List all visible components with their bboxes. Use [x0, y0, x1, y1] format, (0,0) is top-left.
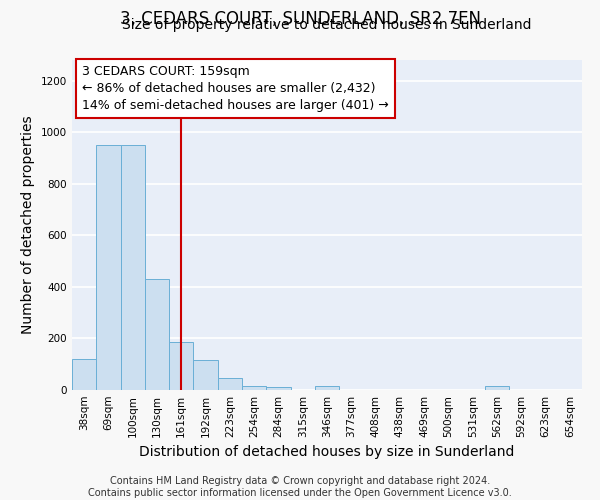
Bar	[145, 279, 169, 390]
Bar	[485, 386, 509, 390]
Text: Contains HM Land Registry data © Crown copyright and database right 2024.
Contai: Contains HM Land Registry data © Crown c…	[88, 476, 512, 498]
Bar	[169, 342, 193, 390]
Text: 3 CEDARS COURT: 159sqm
← 86% of detached houses are smaller (2,432)
14% of semi-: 3 CEDARS COURT: 159sqm ← 86% of detached…	[82, 65, 389, 112]
Title: Size of property relative to detached houses in Sunderland: Size of property relative to detached ho…	[122, 18, 532, 32]
Bar	[315, 386, 339, 390]
Y-axis label: Number of detached properties: Number of detached properties	[22, 116, 35, 334]
Bar	[218, 378, 242, 390]
Text: 3, CEDARS COURT, SUNDERLAND, SR2 7EN: 3, CEDARS COURT, SUNDERLAND, SR2 7EN	[119, 10, 481, 28]
X-axis label: Distribution of detached houses by size in Sunderland: Distribution of detached houses by size …	[139, 446, 515, 460]
Bar	[121, 145, 145, 390]
Bar	[242, 386, 266, 390]
Bar	[96, 145, 121, 390]
Bar	[72, 359, 96, 390]
Bar	[193, 360, 218, 390]
Bar	[266, 388, 290, 390]
